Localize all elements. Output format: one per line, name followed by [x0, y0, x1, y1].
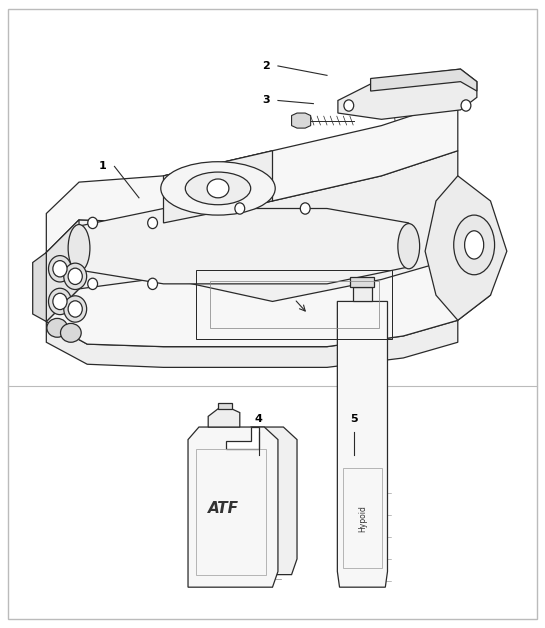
Polygon shape: [251, 427, 297, 575]
Polygon shape: [338, 69, 477, 119]
Polygon shape: [79, 208, 409, 284]
Polygon shape: [46, 320, 458, 367]
Ellipse shape: [398, 224, 420, 269]
Polygon shape: [292, 113, 311, 128]
Bar: [196, 449, 266, 575]
Ellipse shape: [344, 100, 354, 111]
Polygon shape: [226, 427, 259, 449]
Text: 5: 5: [350, 414, 358, 424]
Polygon shape: [46, 252, 458, 347]
Bar: [196, 270, 392, 339]
Bar: [210, 281, 379, 328]
Ellipse shape: [88, 217, 98, 229]
Ellipse shape: [161, 162, 275, 215]
Ellipse shape: [64, 263, 87, 290]
Polygon shape: [350, 277, 374, 287]
Text: 3: 3: [262, 95, 270, 106]
Text: 1: 1: [99, 161, 106, 171]
Bar: [343, 468, 382, 568]
Polygon shape: [337, 301, 387, 587]
Text: ATF: ATF: [208, 501, 239, 516]
Polygon shape: [458, 232, 491, 320]
Ellipse shape: [88, 278, 98, 290]
Polygon shape: [46, 151, 458, 301]
Ellipse shape: [64, 296, 87, 322]
Ellipse shape: [464, 231, 484, 259]
Ellipse shape: [68, 301, 82, 317]
Ellipse shape: [47, 318, 68, 337]
Polygon shape: [46, 100, 458, 252]
Ellipse shape: [68, 268, 82, 284]
Ellipse shape: [148, 217, 158, 229]
Polygon shape: [425, 176, 507, 320]
Polygon shape: [33, 252, 46, 322]
Polygon shape: [353, 287, 372, 301]
Ellipse shape: [461, 100, 471, 111]
Ellipse shape: [49, 256, 71, 282]
Polygon shape: [188, 427, 278, 587]
Ellipse shape: [148, 278, 158, 290]
Ellipse shape: [453, 215, 495, 275]
Ellipse shape: [53, 261, 67, 277]
Polygon shape: [164, 151, 272, 223]
Ellipse shape: [60, 323, 81, 342]
Polygon shape: [46, 220, 79, 322]
Polygon shape: [218, 403, 232, 409]
Ellipse shape: [300, 203, 310, 214]
Polygon shape: [208, 409, 240, 427]
Ellipse shape: [207, 179, 229, 198]
Ellipse shape: [49, 288, 71, 315]
Ellipse shape: [185, 172, 251, 205]
Ellipse shape: [68, 224, 90, 271]
Text: 2: 2: [262, 61, 270, 71]
Ellipse shape: [53, 293, 67, 310]
Polygon shape: [46, 220, 79, 322]
Polygon shape: [371, 69, 477, 91]
Text: Hypoid: Hypoid: [358, 505, 367, 531]
Ellipse shape: [235, 203, 245, 214]
Text: 4: 4: [255, 414, 263, 424]
